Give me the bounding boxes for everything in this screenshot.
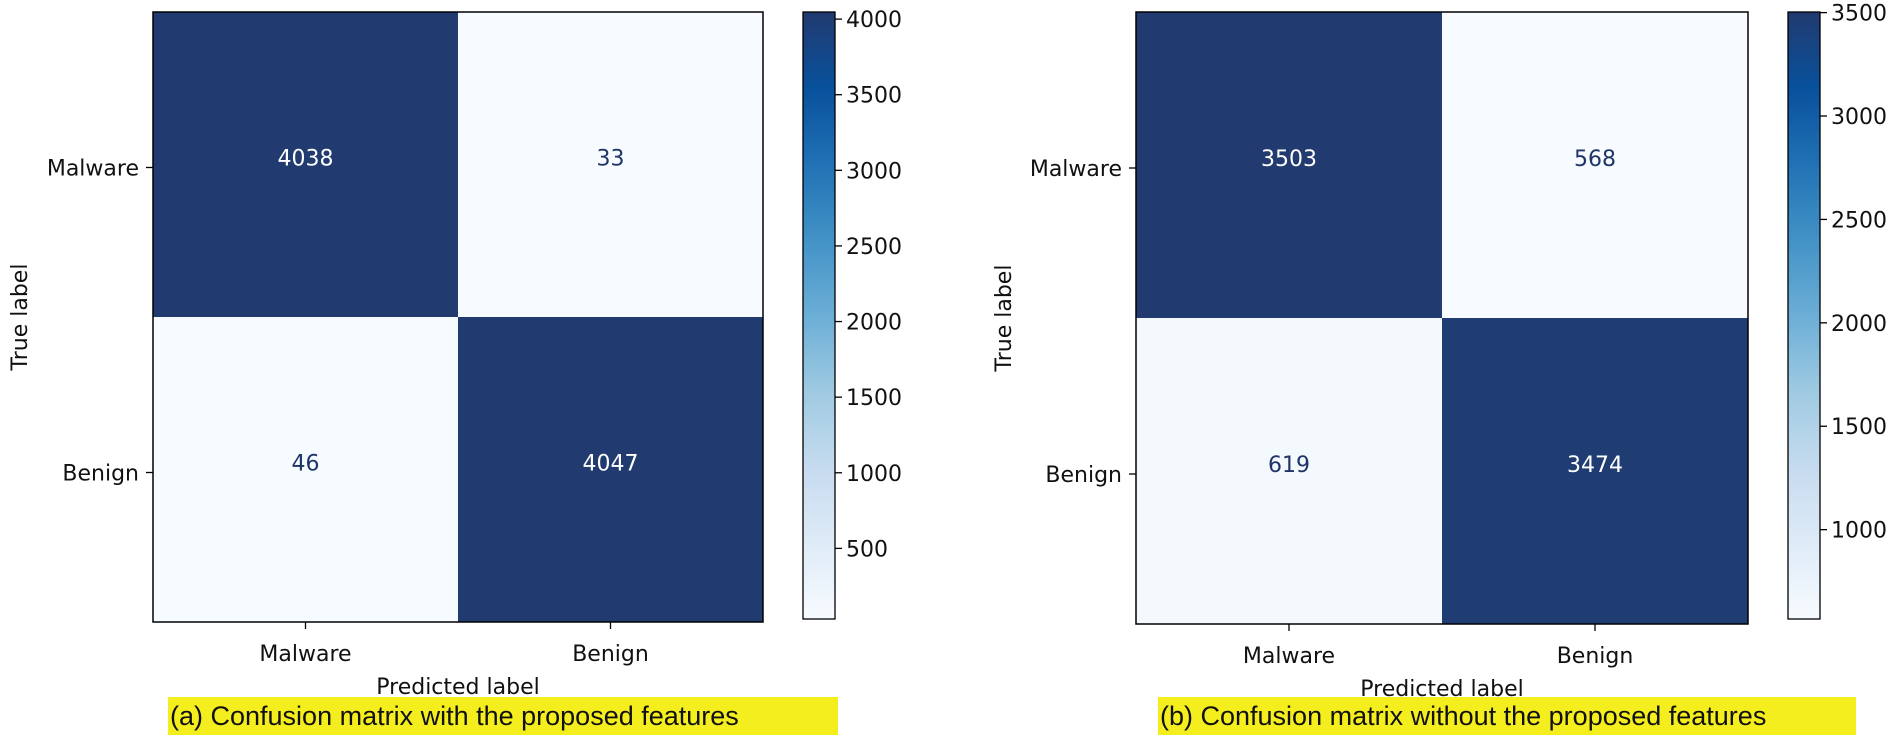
- y-tick-label-a-0: Malware: [47, 157, 139, 182]
- x-tick-label-b-0: Malware: [1243, 644, 1335, 669]
- colorbar-tick-label-b-0: 1000: [1831, 519, 1887, 544]
- cell-value-a-0-0: 4038: [278, 147, 334, 172]
- cell-b-1-1: [1442, 318, 1748, 624]
- cell-a-0-1: [458, 12, 763, 317]
- cell-value-b-1-0: 619: [1268, 453, 1310, 478]
- y-tick-label-b-1: Benign: [1045, 463, 1122, 488]
- colorbar-tick-label-b-1: 1500: [1831, 415, 1887, 440]
- cell-value-b-1-1: 3474: [1567, 453, 1623, 478]
- colorbar-tick-label-a-2: 1500: [846, 386, 902, 411]
- y-axis-label-b: True label: [992, 265, 1017, 373]
- cell-a-1-1: [458, 317, 763, 622]
- y-axis-label-a: True label: [8, 264, 33, 372]
- colorbar-tick-label-a-6: 3500: [846, 84, 902, 109]
- x-tick-label-b-1: Benign: [1557, 644, 1634, 669]
- colorbar-tick-label-b-5: 3500: [1831, 2, 1887, 27]
- x-tick-label-a-0: Malware: [259, 642, 351, 667]
- cell-value-a-1-0: 46: [292, 452, 320, 477]
- cell-b-0-0: [1136, 12, 1442, 318]
- matrix-frame-b: [1135, 11, 1749, 625]
- colorbar-tick-label-b-3: 2500: [1831, 208, 1887, 233]
- x-axis-label-a: Predicted label: [376, 675, 539, 700]
- matrix-frame-a: [152, 11, 764, 623]
- colorbar-a: [802, 11, 836, 620]
- cell-b-0-1: [1442, 12, 1748, 318]
- colorbar-tick-label-a-3: 2000: [846, 311, 902, 336]
- y-tick-label-a-1: Benign: [62, 462, 139, 487]
- cell-a-1-0: [153, 317, 458, 622]
- cell-a-0-0: [153, 12, 458, 317]
- caption-b: (b) Confusion matrix without the propose…: [1158, 697, 1856, 735]
- cell-value-b-0-1: 568: [1574, 147, 1616, 172]
- cell-value-a-1-1: 4047: [583, 452, 639, 477]
- cell-b-1-0: [1136, 318, 1442, 624]
- cell-value-b-0-0: 3503: [1261, 147, 1317, 172]
- caption-a: (a) Confusion matrix with the proposed f…: [168, 697, 838, 735]
- y-tick-label-b-0: Malware: [1030, 157, 1122, 182]
- colorbar-tick-label-b-2: 2000: [1831, 312, 1887, 337]
- colorbar-b: [1787, 11, 1821, 620]
- colorbar-tick-label-b-4: 3000: [1831, 105, 1887, 130]
- x-tick-label-a-1: Benign: [572, 642, 649, 667]
- colorbar-tick-label-a-1: 1000: [846, 462, 902, 487]
- colorbar-tick-label-a-0: 500: [846, 537, 888, 562]
- colorbar-tick-label-a-4: 2500: [846, 235, 902, 260]
- colorbar-tick-label-a-5: 3000: [846, 159, 902, 184]
- colorbar-tick-label-a-7: 4000: [846, 8, 902, 33]
- cell-value-a-0-1: 33: [597, 147, 625, 172]
